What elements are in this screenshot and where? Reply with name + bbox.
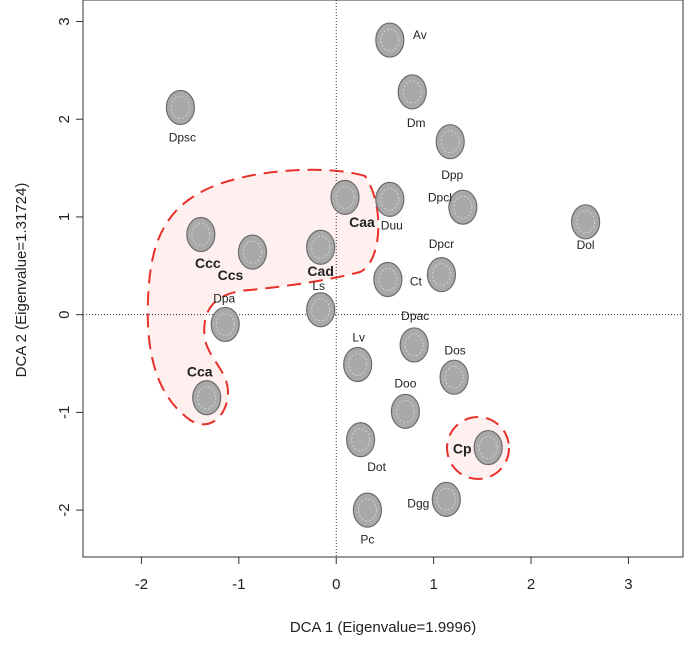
point-label: Caa — [349, 214, 375, 230]
specimen — [352, 492, 383, 528]
specimen — [435, 124, 465, 160]
point-label: Cad — [307, 263, 333, 279]
specimen — [473, 429, 503, 466]
point-label: Ccc — [195, 255, 221, 271]
specimen — [237, 234, 268, 270]
y-tick-label: 0 — [56, 310, 73, 318]
x-tick-label: 3 — [624, 576, 632, 593]
point-label: Ls — [312, 279, 325, 293]
specimen — [330, 179, 360, 215]
specimen — [306, 229, 336, 265]
point-label: Ccs — [218, 267, 244, 283]
specimen — [448, 189, 478, 225]
x-tick-label: 2 — [527, 576, 535, 593]
specimen — [390, 393, 421, 429]
specimen-texture — [335, 185, 355, 209]
point-label: Doo — [394, 377, 416, 391]
specimen — [165, 89, 196, 126]
specimen — [431, 481, 461, 517]
x-axis-title: DCA 1 (Eigenvalue=1.9996) — [290, 619, 476, 636]
specimen-texture — [436, 487, 456, 511]
specimen-texture — [191, 223, 211, 247]
y-tick-label: 3 — [56, 17, 73, 25]
specimen — [306, 292, 336, 328]
point-label: Av — [413, 28, 427, 42]
specimen — [570, 204, 601, 240]
point-label: Dpcr — [429, 237, 454, 251]
y-tick-label: -1 — [56, 406, 73, 419]
specimen-texture — [478, 436, 498, 460]
x-tick-label: 1 — [429, 576, 437, 593]
point-label: Dpcl — [428, 190, 452, 204]
specimen-texture — [311, 235, 331, 259]
point-label: Pc — [360, 532, 374, 546]
specimen — [397, 74, 427, 110]
specimen-texture — [431, 263, 451, 287]
specimen-texture — [357, 498, 377, 522]
y-tick-label: 1 — [56, 213, 73, 221]
point-label: Dpp — [441, 168, 463, 182]
specimen — [426, 256, 457, 293]
point-label: Dm — [407, 116, 426, 130]
specimen-texture — [170, 95, 190, 119]
specimen — [345, 422, 376, 458]
specimen — [439, 359, 469, 395]
specimen-texture — [197, 386, 217, 410]
specimen-texture — [348, 352, 368, 376]
specimen-texture — [380, 28, 400, 52]
specimen — [373, 261, 403, 298]
point-label: Dol — [577, 238, 595, 252]
specimen-texture — [351, 428, 371, 452]
specimen-texture — [380, 187, 400, 211]
point-label: Dpsc — [169, 131, 196, 145]
specimen — [399, 327, 429, 363]
specimen-texture — [440, 130, 460, 154]
specimen-texture — [444, 365, 464, 389]
specimen — [210, 306, 240, 343]
point-label: Dot — [367, 460, 386, 474]
specimen — [343, 346, 373, 383]
point-label: Dos — [444, 343, 465, 357]
y-axis-title: DCA 2 (Eigenvalue=1.31724) — [13, 183, 30, 378]
specimen — [186, 216, 216, 253]
point-label: Dgg — [407, 497, 429, 511]
point-label: Dpa — [213, 292, 235, 306]
x-tick-label: -1 — [232, 576, 245, 593]
specimen-texture — [311, 298, 331, 322]
plot-frame — [82, 0, 684, 558]
specimen-texture — [402, 80, 422, 104]
point-label: Cca — [187, 363, 213, 379]
specimen — [375, 22, 405, 58]
specimen-texture — [242, 240, 262, 264]
specimen-texture — [378, 267, 398, 291]
specimen-texture — [215, 312, 235, 336]
point-label: Cp — [453, 440, 472, 456]
point-label: Ct — [410, 275, 423, 289]
x-tick-label: 0 — [332, 576, 340, 593]
specimen-texture — [576, 210, 596, 234]
y-tick-label: 2 — [56, 115, 73, 123]
point-label: Duu — [381, 219, 403, 233]
specimen — [192, 380, 222, 416]
point-label: Lv — [352, 331, 365, 345]
x-tick-label: -2 — [135, 576, 148, 593]
point-label: Dpac — [401, 309, 429, 323]
specimen-texture — [404, 333, 424, 357]
specimen-texture — [453, 195, 473, 219]
specimen-texture — [395, 399, 415, 423]
y-tick-label: -2 — [56, 503, 73, 516]
specimen — [375, 181, 405, 217]
